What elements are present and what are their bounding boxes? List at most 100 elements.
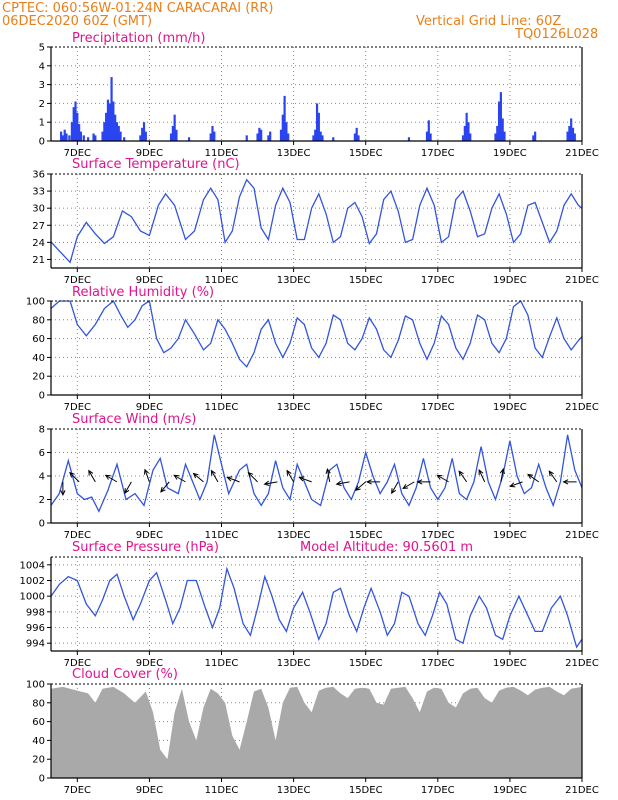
- ytick-label: 2: [39, 495, 45, 506]
- ytick-label: 3: [39, 80, 45, 91]
- precip-bar: [213, 131, 216, 141]
- precip-bar: [106, 99, 110, 141]
- precip-bar: [573, 133, 576, 141]
- wind-arrow: [88, 469, 96, 483]
- xtick-label: 7DEC: [64, 148, 91, 159]
- precip-bar: [283, 95, 286, 141]
- wind-arrow: [416, 479, 431, 485]
- precip-bar: [78, 124, 81, 141]
- panel-title-rh: Relative Humidity (%): [72, 285, 214, 300]
- header-model: TQ0126L028: [514, 27, 598, 42]
- wind-arrow-shaft: [391, 481, 399, 494]
- precip-bar: [332, 137, 335, 141]
- ytick-label: 80: [32, 315, 45, 326]
- ytick-label: 1002: [20, 576, 45, 587]
- wind-arrow-shaft: [510, 481, 523, 487]
- precip-bar: [169, 133, 173, 141]
- xtick-label: 19DEC: [493, 402, 527, 413]
- xtick-label: 9DEC: [136, 658, 163, 669]
- xtick-label: 13DEC: [277, 530, 311, 541]
- xtick-label: 9DEC: [136, 402, 163, 413]
- precip-bar: [465, 112, 468, 141]
- xtick-label: 21DEC: [565, 402, 599, 413]
- precip-bar: [142, 122, 146, 141]
- wind-arrow: [527, 473, 540, 483]
- ytick-label: 6: [39, 448, 45, 459]
- wind-arrow-shaft: [227, 476, 240, 483]
- xtick-label: 11DEC: [205, 785, 239, 796]
- panel-wind: Surface Wind (m/s) 0 2 4 6 8 7DEC 9DEC 11DEC 13DE…: [39, 412, 599, 541]
- wind-arrow-shaft: [173, 474, 186, 483]
- header-grid-line: Vertical Grid Line: 60Z: [416, 14, 561, 29]
- ytick-label: 27: [32, 221, 45, 232]
- ytick-label: 100: [26, 680, 45, 691]
- wind-arrow-head: [335, 480, 342, 486]
- precip-bar: [425, 131, 429, 141]
- xtick-label: 9DEC: [136, 530, 163, 541]
- precip-bar: [568, 125, 571, 141]
- wind-arrow: [335, 480, 350, 486]
- xtick-label: 15DEC: [349, 658, 383, 669]
- wind-arrow-shaft: [88, 470, 96, 483]
- xtick-label: 17DEC: [421, 148, 455, 159]
- panel-title-cloud: Cloud Cover (%): [72, 667, 178, 682]
- ytick-label: 40: [32, 353, 45, 364]
- wind-arrow: [562, 479, 577, 485]
- xtick-label: 21DEC: [565, 785, 599, 796]
- wind-arrow-head: [69, 471, 75, 478]
- wind-arrow: [104, 474, 118, 483]
- xtick-label: 13DEC: [277, 402, 311, 413]
- ytick-label: 20: [32, 372, 45, 383]
- precip-bar: [285, 122, 288, 141]
- precip-bar: [108, 103, 111, 141]
- xtick-label: 11DEC: [205, 275, 239, 286]
- wind-arrow-shaft: [105, 474, 118, 483]
- precip-bar: [279, 129, 283, 141]
- wind-arrow-shaft: [402, 481, 415, 489]
- precip-bar: [61, 135, 64, 141]
- wind-arrow-shaft: [336, 481, 350, 485]
- xtick-label: 15DEC: [349, 785, 383, 796]
- ytick-label: 998: [26, 607, 45, 618]
- precip-bar: [407, 137, 411, 141]
- xtick-label: 21DEC: [565, 530, 599, 541]
- xtick-label: 19DEC: [493, 658, 527, 669]
- wind-arrow-shaft: [264, 481, 278, 485]
- precip-bar: [105, 112, 108, 141]
- wind-arrow: [247, 471, 258, 483]
- wind-arrow-shaft: [527, 474, 540, 483]
- xtick-label: 21DEC: [565, 275, 599, 286]
- xtick-label: 19DEC: [493, 785, 527, 796]
- wind-arrow-shaft: [124, 481, 132, 494]
- precip-bar: [68, 135, 71, 141]
- precip-bar: [101, 131, 104, 141]
- wind-arrow-head: [263, 480, 270, 486]
- precip-bar: [503, 131, 506, 141]
- xtick-label: 9DEC: [136, 785, 163, 796]
- precip-bar: [570, 118, 573, 141]
- panel-title-wind: Surface Wind (m/s): [72, 412, 196, 427]
- precip-bar: [355, 127, 358, 141]
- xtick-label: 7DEC: [64, 275, 91, 286]
- wind-arrow-head: [416, 479, 423, 485]
- wind-arrow: [499, 467, 505, 482]
- wind-line: [50, 434, 583, 513]
- xtick-label: 13DEC: [277, 148, 311, 159]
- wind-arrow-shaft: [478, 469, 486, 483]
- precip-bar: [256, 133, 259, 141]
- precip-bar: [571, 127, 575, 141]
- precip-bar: [429, 133, 432, 141]
- panel-pres: Surface Pressure (hPa) Model Altitude: 90…: [20, 540, 599, 669]
- wind-arrow-head: [104, 474, 111, 480]
- wind-arrow-shaft: [286, 470, 295, 483]
- xtick-label: 17DEC: [421, 530, 455, 541]
- precip-bar: [103, 122, 106, 141]
- wind-arrow-head: [173, 474, 180, 480]
- panel-title-precip: Precipitation (mm/h): [72, 31, 205, 46]
- precip-bar: [76, 112, 79, 141]
- ytick-label: 24: [32, 238, 45, 249]
- wind-arrow-head: [499, 467, 505, 475]
- precip-bar: [63, 129, 66, 141]
- wind-arrow-head: [88, 469, 94, 476]
